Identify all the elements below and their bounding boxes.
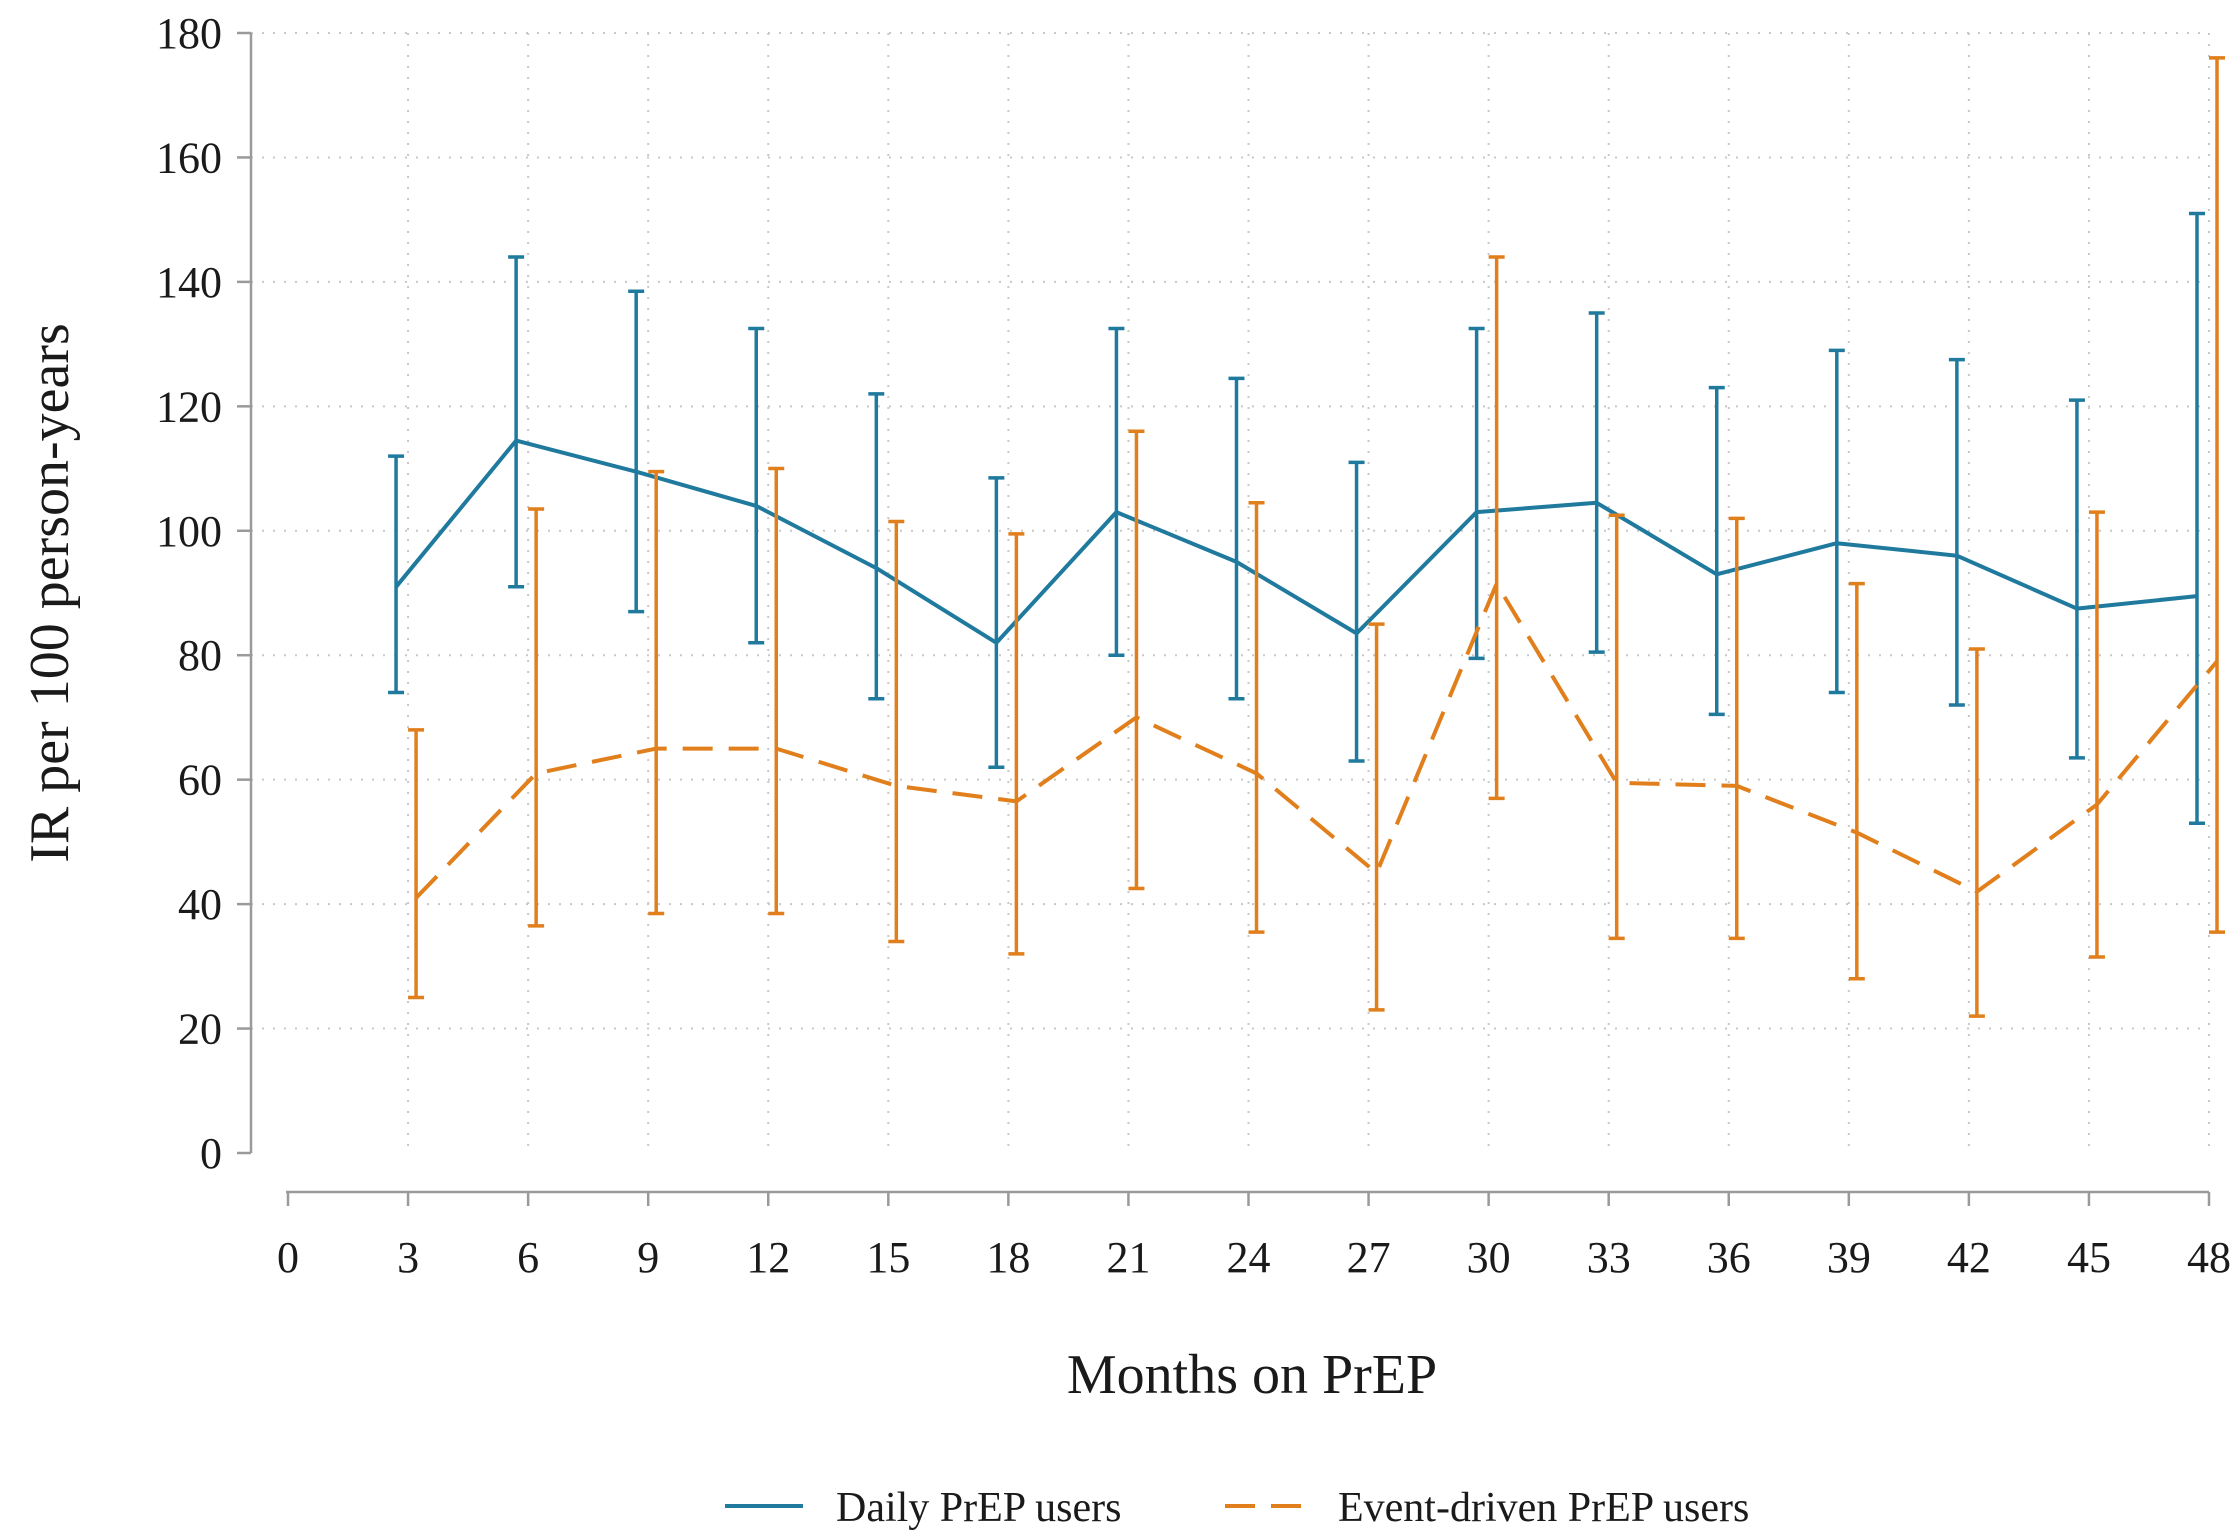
data-point — [394, 585, 398, 589]
legend-label: Event-driven PrEP users — [1338, 1485, 1749, 1531]
x-tick-label: 21 — [1106, 1233, 1150, 1282]
x-tick-label: 36 — [1707, 1233, 1751, 1282]
data-point — [654, 747, 658, 751]
x-axis-title: Months on PrEP — [1067, 1344, 1437, 1406]
data-point — [514, 439, 518, 443]
legend: Daily PrEP users Event-driven PrEP users — [725, 1485, 1749, 1531]
data-point — [994, 641, 998, 645]
x-tick-label: 27 — [1347, 1233, 1391, 1282]
series-line — [394, 438, 2198, 645]
y-tick-label: 180 — [156, 9, 222, 58]
data-point — [1595, 501, 1599, 505]
data-point — [534, 771, 538, 775]
data-point — [1955, 554, 1959, 558]
data-point — [1475, 510, 1479, 514]
data-point — [754, 504, 758, 508]
data-point — [1375, 871, 1379, 875]
x-tick-label: 45 — [2067, 1233, 2111, 1282]
legend-label: Daily PrEP users — [836, 1485, 1121, 1531]
grid — [251, 32, 2210, 1153]
y-tick-label: 120 — [156, 382, 222, 431]
data-point — [1855, 831, 1859, 835]
data-point — [1355, 631, 1359, 635]
x-tick-label: 48 — [2187, 1233, 2231, 1282]
data-point — [2195, 594, 2199, 598]
x-tick-label: 15 — [866, 1233, 910, 1282]
data-point — [874, 566, 878, 570]
x-tick-label: 3 — [397, 1233, 419, 1282]
series-daily — [388, 211, 2205, 825]
x-tick-label: 0 — [277, 1233, 299, 1282]
y-tick-label: 20 — [178, 1005, 222, 1054]
y-tick-label: 60 — [178, 756, 222, 805]
data-point — [2095, 803, 2099, 807]
legend-item-daily: Daily PrEP users — [725, 1485, 1121, 1531]
data-point — [634, 470, 638, 474]
axes — [249, 33, 2209, 1194]
data-point — [2075, 607, 2079, 611]
data-point — [1495, 582, 1499, 586]
data-point — [894, 784, 898, 788]
data-point — [1134, 715, 1138, 719]
x-tick-label: 18 — [986, 1233, 1030, 1282]
data-point — [1735, 784, 1739, 788]
y-tick-label: 140 — [156, 258, 222, 307]
series-event-driven — [408, 56, 2226, 1018]
data-point — [1114, 510, 1118, 514]
x-tick-label: 12 — [746, 1233, 790, 1282]
x-tick-label: 6 — [517, 1233, 539, 1282]
x-tick-label: 30 — [1467, 1233, 1511, 1282]
x-tick-label: 39 — [1827, 1233, 1871, 1282]
x-tick-label: 9 — [637, 1233, 659, 1282]
data-point — [1975, 890, 1979, 894]
data-point — [1255, 771, 1259, 775]
legend-item-event-driven: Event-driven PrEP users — [1225, 1485, 1749, 1531]
data-point — [1835, 541, 1839, 545]
data-point — [1234, 560, 1238, 564]
data-point — [2215, 659, 2219, 663]
x-tick-label: 33 — [1587, 1233, 1631, 1282]
y-axis-title: IR per 100 person-years — [19, 323, 81, 863]
x-tick-label: 42 — [1947, 1233, 1991, 1282]
data-point — [774, 747, 778, 751]
y-tick-label: 80 — [178, 631, 222, 680]
y-tick-label: 160 — [156, 133, 222, 182]
y-tick-label: 40 — [178, 880, 222, 929]
x-tick-label: 24 — [1227, 1233, 1271, 1282]
data-point — [1014, 799, 1018, 803]
series-line — [414, 581, 2219, 900]
data-point — [1615, 781, 1619, 785]
series — [388, 56, 2226, 1018]
y-tick-label: 0 — [200, 1129, 222, 1178]
y-tick-label: 100 — [156, 507, 222, 556]
data-point — [1715, 572, 1719, 576]
data-point — [414, 896, 418, 900]
